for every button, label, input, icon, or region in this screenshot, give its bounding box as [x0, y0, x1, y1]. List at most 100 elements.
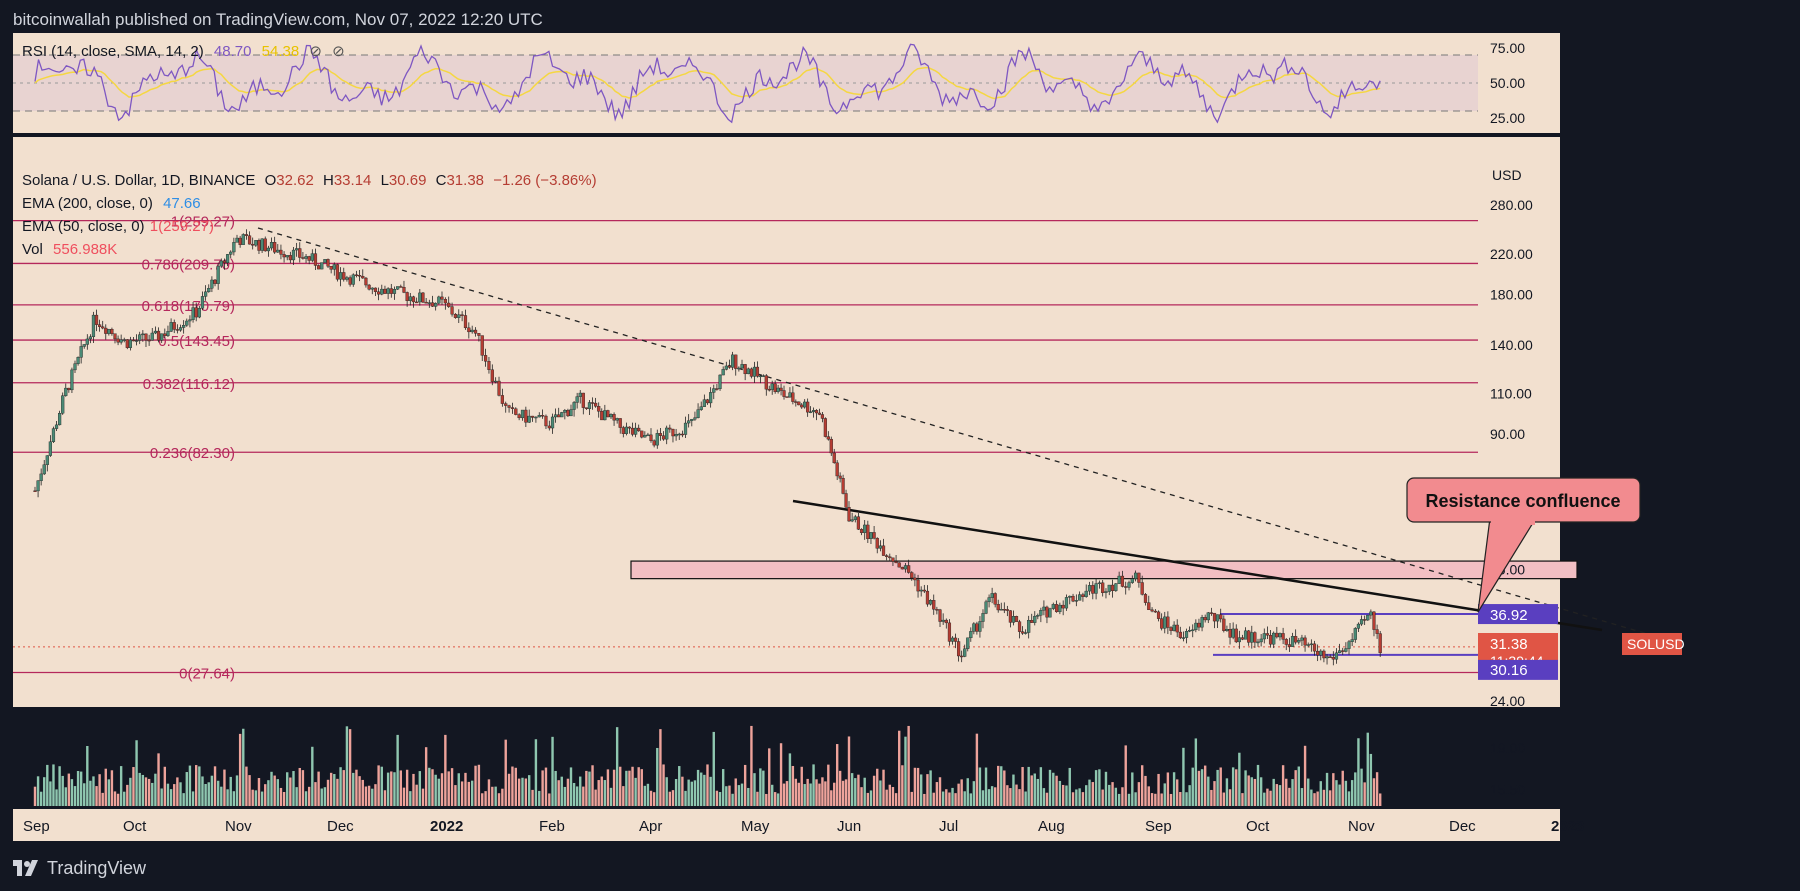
candle-body	[530, 415, 535, 418]
candle-body	[1175, 624, 1179, 633]
volume-bar	[311, 746, 314, 806]
candle-body	[147, 339, 151, 342]
candle-body	[361, 275, 365, 279]
candle-body	[317, 265, 321, 270]
volume-bar	[514, 767, 517, 806]
candle-body	[712, 388, 716, 393]
volume-bar	[55, 789, 58, 806]
volume-bar	[1278, 785, 1282, 806]
volume-bar	[123, 791, 126, 806]
candle-body	[332, 264, 336, 270]
candle-body	[329, 265, 333, 270]
volume-bar	[634, 777, 637, 806]
volume-bar	[997, 765, 1000, 806]
candle-body	[1378, 633, 1382, 654]
volume-bar	[497, 793, 501, 806]
volume-bar	[1310, 789, 1313, 806]
volume-bar	[220, 786, 223, 806]
volume-bar	[307, 786, 311, 806]
volume-bar	[1052, 772, 1055, 806]
rsi-line	[34, 43, 1381, 124]
candle-body	[160, 333, 164, 341]
candle-body	[1045, 606, 1049, 618]
candle-body	[122, 339, 126, 341]
candle-body	[1058, 604, 1062, 613]
candle-body	[1278, 633, 1282, 638]
resistance-callout[interactable]: Resistance confluence	[1406, 477, 1641, 613]
candle-body	[1107, 584, 1111, 592]
volume-bar	[1137, 782, 1141, 806]
time-label: Jun	[837, 818, 861, 835]
candle-body	[408, 296, 412, 301]
candle-body	[1256, 641, 1260, 644]
candle-body	[690, 418, 694, 421]
candle-body	[806, 401, 810, 413]
time-label: Aug	[1038, 818, 1065, 835]
volume-bar	[791, 765, 795, 806]
volume-bar	[728, 785, 731, 806]
volume-bar	[628, 770, 631, 806]
rsi-legend: RSI (14, close, SMA, 14, 2) 48.70 54.38 …	[22, 43, 345, 60]
time-labels: Sep Oct Nov Dec 2022 Feb Apr May Jun Jul Aug Sep Oct…	[23, 818, 1584, 835]
volume-bar	[588, 771, 591, 806]
volume-bar	[191, 791, 195, 806]
volume-bar	[49, 781, 52, 806]
candle-body	[803, 401, 807, 408]
candle-body	[405, 292, 409, 301]
candle-body	[457, 314, 461, 318]
hidden-icon[interactable]: ⊘	[309, 43, 322, 60]
candle-body	[507, 405, 511, 408]
volume-bar	[76, 771, 80, 806]
volume-bar	[511, 766, 514, 806]
volume-bar	[182, 793, 185, 806]
volume-bar	[1000, 766, 1003, 806]
volume-bar	[1269, 790, 1272, 806]
candle-body	[399, 286, 403, 288]
ema50-value: 1(259.27)	[150, 218, 214, 235]
candle-body	[594, 402, 598, 407]
volume-bar	[978, 767, 982, 806]
candle-body	[953, 637, 958, 642]
candle-body	[935, 609, 939, 611]
candle-body	[88, 336, 92, 340]
descending-trendline[interactable]	[792, 499, 1603, 632]
candle-body	[380, 288, 384, 295]
candle-body	[51, 428, 56, 442]
candle-body	[1197, 622, 1201, 628]
volume-bar	[352, 772, 355, 806]
dashed-trendline[interactable]	[257, 227, 1659, 638]
volume-bar	[1357, 738, 1360, 806]
candle-body	[1081, 594, 1085, 597]
volume-bar	[1369, 753, 1373, 806]
candle-body	[1160, 618, 1164, 629]
fib-level-label: 0.382(116.12)	[143, 376, 235, 393]
candle-body	[377, 291, 381, 295]
time-label: Dec	[1449, 818, 1476, 835]
volume-bar	[1009, 788, 1012, 806]
volume-bar	[938, 777, 942, 806]
candle-body	[963, 648, 967, 657]
hidden-icon[interactable]: ⊘	[332, 43, 345, 60]
volume-bar	[364, 786, 368, 806]
volume-bar	[67, 773, 71, 806]
resistance-zone[interactable]	[630, 560, 1578, 580]
volume-bar	[652, 792, 656, 806]
candle-body	[907, 565, 911, 573]
candle-body	[800, 404, 804, 408]
candle-body	[197, 308, 201, 318]
volume-bar	[457, 773, 460, 806]
volume-bar	[1219, 767, 1222, 806]
candle-body	[941, 619, 945, 622]
volume-bar	[1281, 765, 1285, 806]
candle-body	[817, 412, 822, 415]
candle-body	[1130, 578, 1134, 583]
tradingview-brand[interactable]: TradingView	[13, 856, 146, 880]
volume-bar	[566, 778, 570, 806]
volume-bar	[260, 791, 264, 806]
candle-body	[560, 412, 564, 418]
candle-body	[1133, 572, 1138, 579]
volume-bar	[1111, 782, 1114, 806]
volume-bar	[818, 783, 821, 806]
volume-bar	[643, 785, 647, 806]
